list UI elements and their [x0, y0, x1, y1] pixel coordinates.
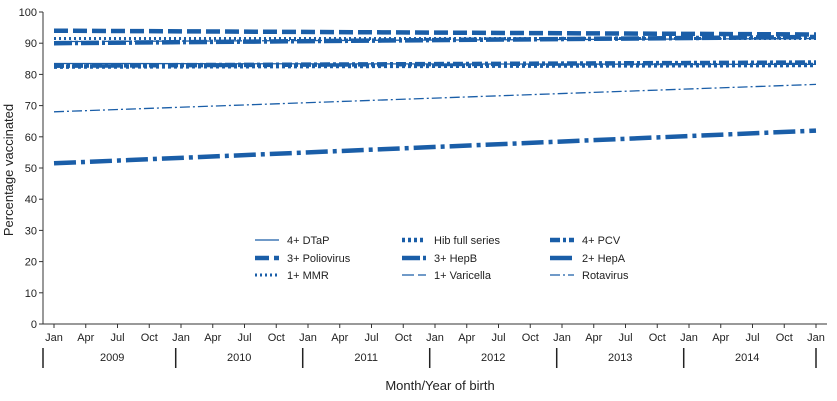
- year-label: 2010: [227, 352, 251, 364]
- x-tick-label: Jul: [364, 332, 378, 344]
- x-tick-label: Jan: [680, 332, 698, 344]
- x-tick-label: Apr: [331, 332, 348, 344]
- y-tick-label: 60: [25, 132, 37, 144]
- series-line-2-hepa: [53, 128, 817, 166]
- y-tick-label: 30: [25, 225, 37, 237]
- year-label: 2014: [735, 352, 759, 364]
- series-line-3-poliovirus: [53, 28, 817, 37]
- legend-label: 2+ HepA: [582, 253, 626, 265]
- series-line-4-pcv: [53, 60, 817, 68]
- year-label: 2012: [481, 352, 505, 364]
- x-tick-label: Oct: [776, 332, 793, 344]
- legend-label: Hib full series: [434, 235, 501, 247]
- y-axis-title: Percentage vaccinated: [1, 104, 16, 236]
- x-tick-label: Jul: [745, 332, 759, 344]
- y-tick-label: 70: [25, 101, 37, 113]
- x-tick-label: Oct: [522, 332, 539, 344]
- year-label: 2011: [354, 352, 378, 364]
- series-line-1-varicella: [53, 37, 817, 43]
- y-tick-label: 90: [25, 38, 37, 50]
- x-tick-label: Apr: [204, 332, 221, 344]
- year-label: 2013: [608, 352, 632, 364]
- x-tick-label: Apr: [77, 332, 94, 344]
- x-tick-label: Oct: [649, 332, 666, 344]
- legend-label: 3+ Poliovirus: [287, 253, 351, 265]
- legend-label: 1+ MMR: [287, 270, 329, 282]
- legend-label: 1+ Varicella: [434, 270, 492, 282]
- y-tick-label: 20: [25, 257, 37, 269]
- x-tick-label: Jan: [426, 332, 444, 344]
- y-tick-label: 40: [25, 194, 37, 206]
- legend-label: 4+ DTaP: [287, 235, 330, 247]
- x-tick-label: Oct: [141, 332, 158, 344]
- x-tick-label: Oct: [395, 332, 412, 344]
- legend-label: 4+ PCV: [582, 235, 621, 247]
- x-tick-label: Jul: [110, 332, 124, 344]
- legend: 4+ DTaP Hib full series 4+ PCV 3+ Polioviru…: [255, 235, 629, 282]
- y-tick-label: 100: [19, 7, 37, 19]
- y-tick-label: 10: [25, 288, 37, 300]
- x-tick-label: Apr: [712, 332, 729, 344]
- x-tick-label: Oct: [268, 332, 285, 344]
- y-tick-label: 50: [25, 163, 37, 175]
- series-line-rotavirus: [53, 83, 817, 113]
- series-line-hib-full-series: [53, 62, 817, 69]
- x-tick-label: Jan: [299, 332, 317, 344]
- y-tick-label: 0: [31, 319, 37, 331]
- legend-label: 3+ HepB: [434, 253, 477, 265]
- x-tick-label: Jul: [237, 332, 251, 344]
- y-tick-label: 80: [25, 69, 37, 81]
- x-tick-label: Jul: [491, 332, 505, 344]
- x-tick-label: Apr: [458, 332, 475, 344]
- x-tick-label: Jul: [618, 332, 632, 344]
- year-label: 2009: [100, 352, 124, 364]
- x-tick-label: Jan: [172, 332, 190, 344]
- y-axis: 0 10 20 30 40 50 60 70 80 90 100: [19, 7, 43, 331]
- series-layer: [53, 28, 817, 166]
- x-tick-label: Apr: [585, 332, 602, 344]
- x-axis: Jan Apr Jul Oct Jan Apr Jul Oct Jan Apr Jul Oct Jan A…: [42, 324, 825, 368]
- x-tick-label: Jan: [807, 332, 825, 344]
- x-tick-label: Jan: [45, 332, 63, 344]
- legend-label: Rotavirus: [582, 270, 629, 282]
- x-axis-title: Month/Year of birth: [385, 378, 494, 393]
- x-tick-label: Jan: [553, 332, 571, 344]
